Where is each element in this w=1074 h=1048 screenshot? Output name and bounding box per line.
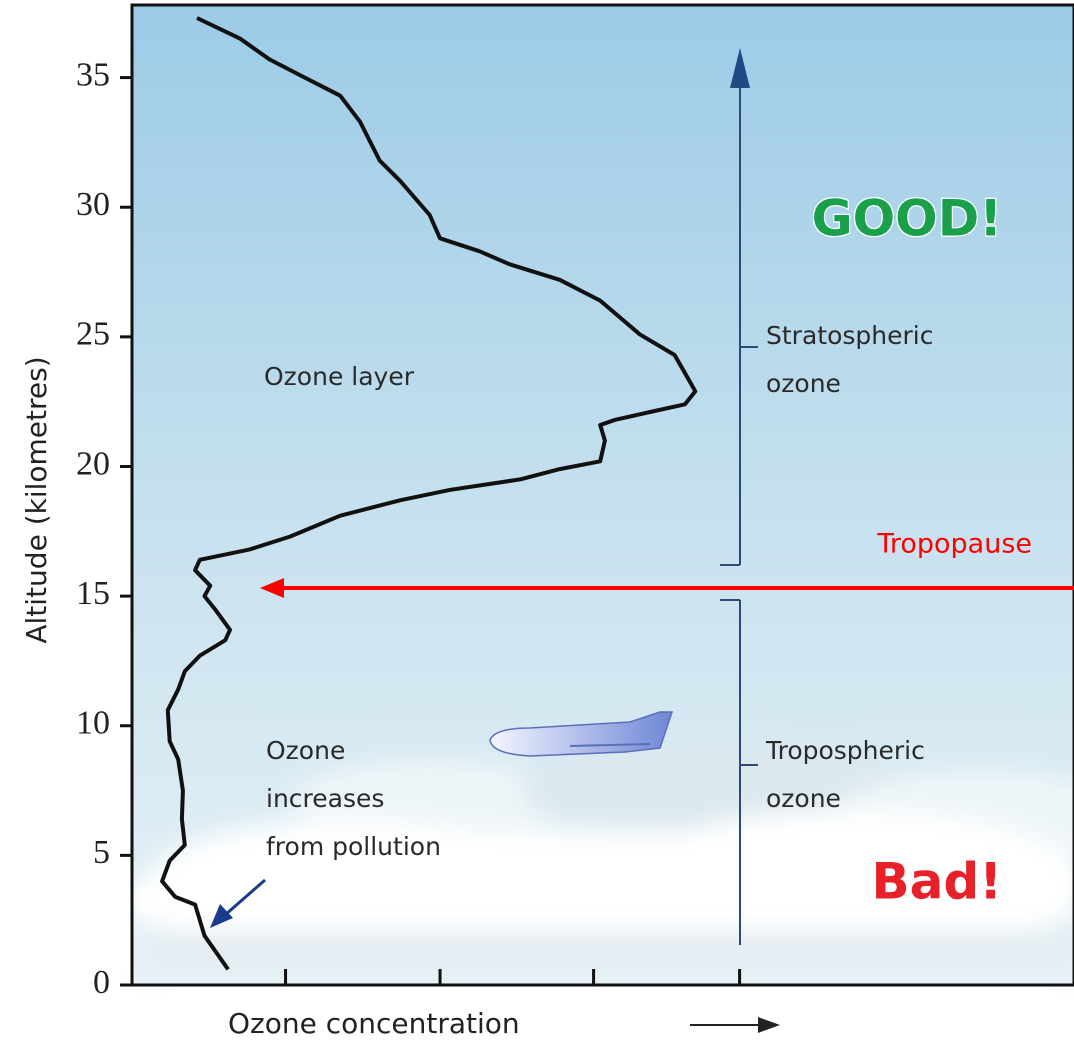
tropospheric-label: Tropospheric [765,736,925,765]
pollution-label: from pollution [266,832,441,861]
y-axis-label: Altitude (kilometres) [20,356,53,643]
y-tick-label: 15 [76,575,110,612]
ozone-profile [160,16,698,971]
pollution-label: increases [266,784,384,813]
bad-label: Bad! [872,853,1002,911]
airplane [489,711,674,757]
good-label: GOOD! [812,190,1002,248]
tropospheric-label: ozone [766,784,841,813]
stratospheric-label: ozone [766,369,841,398]
pollution-label: Ozone [266,736,345,765]
y-tick-label: 25 [76,316,110,353]
tropopause-arrow [260,578,1074,598]
y-tick-label: 5 [93,834,110,871]
tropospheric-bracket [720,599,758,945]
ozone-layer-label: Ozone layer [264,362,415,391]
x-axis-label: Ozone concentration [228,1007,520,1040]
stratospheric-label: Stratospheric [766,321,933,350]
y-tick-label: 0 [93,964,110,1001]
y-tick-label: 20 [76,445,110,482]
tropopause-label: Tropopause [876,529,1032,560]
stratospheric-bracket [720,48,758,566]
clouds [120,745,1074,970]
x-axis-arrow [690,1017,780,1033]
pollution-arrow [210,878,266,928]
y-tick-label: 30 [76,186,110,223]
y-tick-label: 35 [76,56,110,93]
plot-frame [130,3,1074,987]
y-tick-label: 10 [76,705,110,742]
